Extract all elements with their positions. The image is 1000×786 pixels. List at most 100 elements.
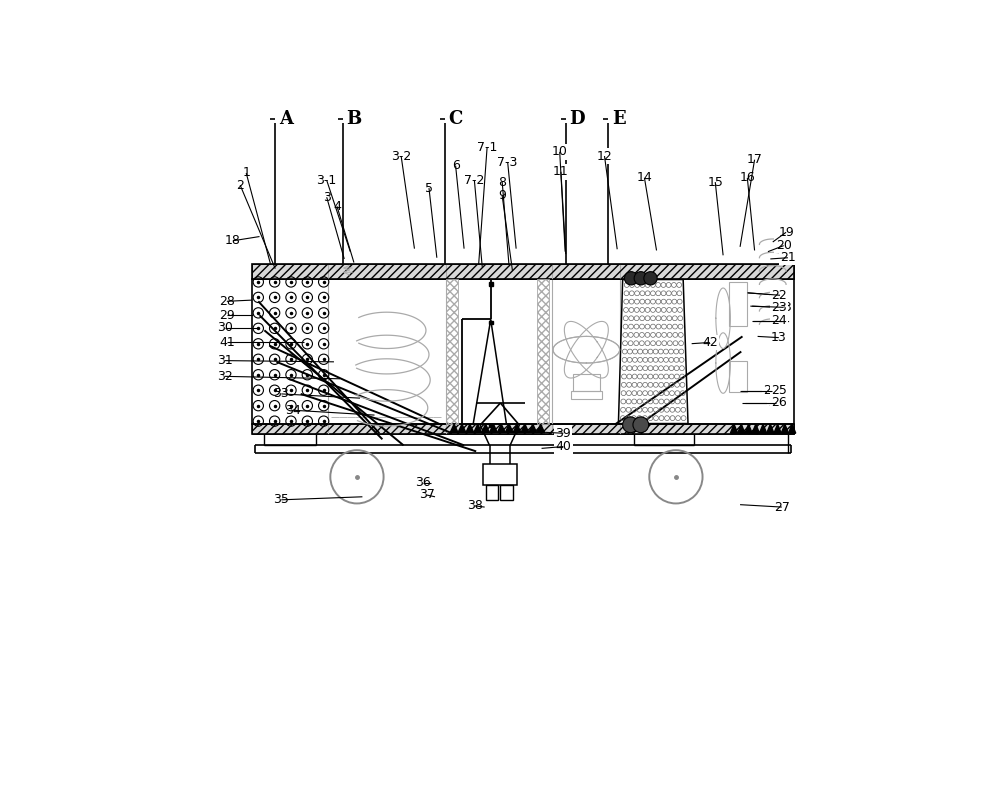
Text: 18: 18 [225,234,241,248]
Text: 31: 31 [217,354,233,367]
Text: 30: 30 [217,321,233,334]
Text: 39: 39 [555,427,571,439]
Polygon shape [752,424,759,433]
Polygon shape [513,424,521,432]
Circle shape [633,417,649,432]
Text: 35: 35 [273,494,289,506]
Text: 25: 25 [771,384,787,398]
Text: C: C [448,109,463,127]
Bar [483,464,517,485]
Text: 3-1: 3-1 [317,174,337,187]
Text: 13: 13 [771,331,787,344]
Polygon shape [767,424,774,433]
Text: B: B [347,109,362,127]
Bar [252,264,794,279]
Polygon shape [450,424,458,432]
Text: 20: 20 [776,239,792,252]
Bar [486,485,498,500]
Text: 17: 17 [747,153,763,166]
Text: 33: 33 [273,387,289,400]
Text: 34: 34 [286,404,301,417]
Bar [252,424,794,435]
Polygon shape [505,424,513,432]
Circle shape [624,272,638,285]
Text: 7-1: 7-1 [477,141,497,154]
Text: 11: 11 [553,165,569,178]
Text: 24: 24 [771,314,787,327]
Text: 42: 42 [702,336,718,349]
Text: 7-3: 7-3 [497,156,518,169]
Bar [489,282,493,285]
Text: 3-2: 3-2 [391,149,411,163]
Text: 23: 23 [771,301,787,314]
Text: 15: 15 [707,175,723,189]
Text: 3: 3 [323,191,331,204]
Text: 1: 1 [242,167,250,179]
Text: 2: 2 [236,178,244,192]
Circle shape [623,417,638,432]
Text: 21: 21 [780,252,796,264]
Text: 27: 27 [774,501,790,513]
Text: 26: 26 [771,396,787,410]
Text: 38: 38 [467,499,483,512]
Text: 8: 8 [498,175,506,189]
Text: 4: 4 [333,200,341,213]
Polygon shape [745,424,752,433]
Text: 28: 28 [219,295,235,308]
Bar [252,279,794,424]
Polygon shape [482,424,490,432]
Text: 22: 22 [772,288,788,302]
Bar [446,279,458,424]
Polygon shape [490,424,497,432]
Text: E: E [612,109,625,127]
Bar [729,282,747,325]
Bar [489,424,493,428]
Polygon shape [781,424,788,433]
Text: 16: 16 [739,171,755,185]
Text: 41: 41 [219,336,235,349]
Circle shape [634,272,647,285]
Text: A: A [279,109,293,127]
Bar [729,361,747,392]
Polygon shape [618,280,688,424]
Text: 22: 22 [771,288,787,302]
Bar [252,424,794,435]
Polygon shape [738,424,745,433]
Text: 37: 37 [419,488,434,501]
Bar [500,485,512,500]
Polygon shape [759,424,767,433]
Text: 7-2: 7-2 [464,174,485,187]
Polygon shape [537,424,545,432]
Polygon shape [730,424,738,433]
Polygon shape [774,424,781,433]
Bar [489,321,493,325]
Text: 29: 29 [219,309,235,321]
Text: 24: 24 [774,314,790,327]
Text: 10: 10 [552,145,568,158]
Text: 36: 36 [415,476,431,490]
Text: 6: 6 [452,160,460,172]
Polygon shape [521,424,529,432]
Bar [573,374,600,391]
Bar [571,391,602,399]
Text: 9: 9 [498,189,506,203]
Polygon shape [497,424,505,432]
Text: 23: 23 [776,301,792,314]
Text: 5: 5 [425,182,433,195]
Circle shape [644,272,657,285]
Text: 32: 32 [217,370,233,383]
Polygon shape [529,424,537,432]
Polygon shape [458,424,466,432]
Bar [537,279,549,424]
Polygon shape [788,424,796,433]
Text: 25: 25 [764,384,779,398]
Polygon shape [466,424,474,432]
Text: 26: 26 [768,396,784,410]
Bar [252,264,794,279]
Text: 12: 12 [597,149,612,163]
Text: D: D [569,109,585,127]
Polygon shape [474,424,482,432]
Text: 19: 19 [778,226,794,239]
Text: 40: 40 [555,440,571,453]
Text: 14: 14 [637,171,652,185]
